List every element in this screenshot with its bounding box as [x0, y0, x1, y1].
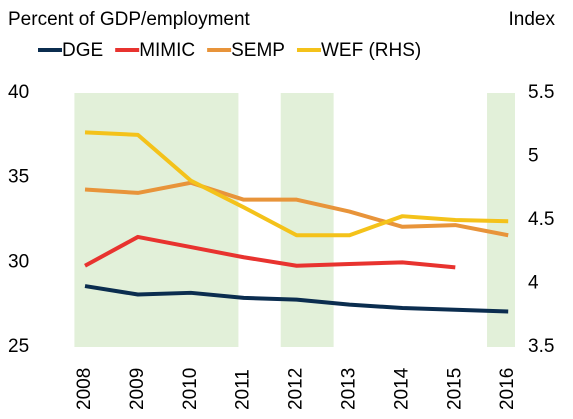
y-tick-label: 40 — [8, 82, 29, 103]
y-tick-label: 25 — [8, 336, 29, 357]
series-line — [84, 180, 509, 238]
x-tick-label: 2008 — [74, 368, 95, 410]
y-tick-label: 30 — [8, 251, 29, 272]
x-tick-label: 2016 — [497, 368, 518, 410]
x-tick-label: 2015 — [444, 368, 465, 410]
y2-tick-label: 4.5 — [528, 209, 554, 230]
shaded-period — [280, 93, 334, 347]
legend-label: MIMIC — [139, 40, 195, 61]
y2-tick-label: 5.5 — [528, 82, 554, 103]
y-tick-label: 35 — [8, 167, 29, 188]
y2-tick-label: 3.5 — [528, 336, 554, 357]
series-line — [84, 284, 509, 314]
shaded-period — [74, 93, 239, 347]
y2-tick-label: 5 — [528, 146, 539, 167]
y2-axis-title: Index — [509, 9, 556, 30]
legend-label: DGE — [62, 40, 103, 61]
y2-tick-label: 4 — [528, 273, 539, 294]
x-tick-label: 2010 — [180, 368, 201, 410]
x-tick-label: 2009 — [127, 368, 148, 410]
series-line — [84, 234, 456, 270]
x-tick-label: 2014 — [391, 367, 412, 410]
x-tick-label: 2011 — [233, 369, 254, 410]
x-tick-label: 2013 — [339, 368, 360, 410]
x-tick-label: 2012 — [286, 368, 307, 410]
series-line — [84, 130, 509, 238]
legend-label: SEMP — [231, 40, 285, 61]
y-axis-title: Percent of GDP/employment — [8, 9, 251, 30]
legend-label: WEF (RHS) — [321, 40, 421, 61]
